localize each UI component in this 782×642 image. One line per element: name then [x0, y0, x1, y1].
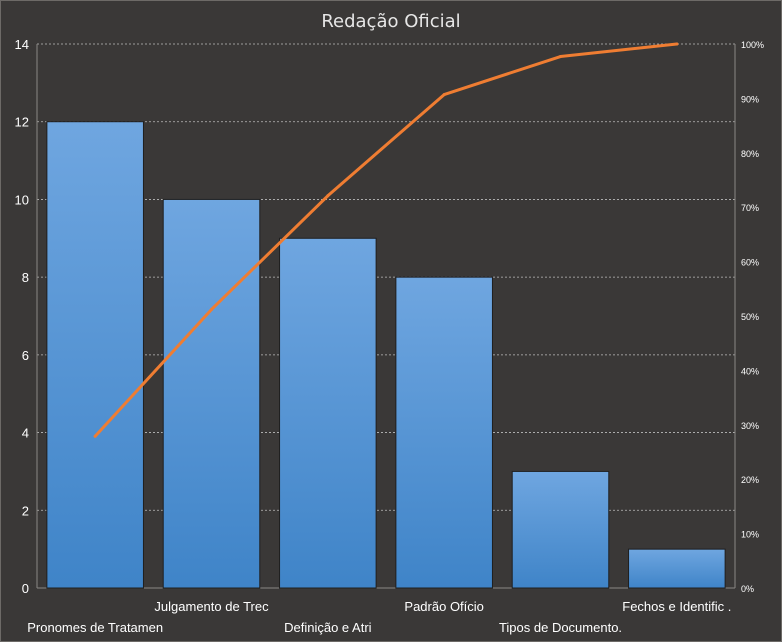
y-tick-label: 6 — [22, 348, 29, 363]
y-axis-right: 0% 10% 20% 30% 40% 50% 60% 70% 80% 90% 100% — [741, 40, 764, 594]
cumulative-point — [675, 42, 679, 46]
y2-tick-label: 40% — [741, 366, 759, 376]
cumulative-line — [93, 42, 679, 438]
y2-tick-label: 60% — [741, 258, 759, 268]
x-tick-label: Fechos e Identific . — [622, 599, 731, 614]
y-tick-label: 2 — [22, 503, 29, 518]
y-tick-label: 8 — [22, 270, 29, 285]
chart-title: Redação Oficial — [321, 11, 460, 32]
cumulative-point — [442, 93, 446, 97]
y-tick-label: 4 — [22, 426, 29, 441]
x-tick-label: Pronomes de Tratamen — [27, 620, 163, 635]
y2-tick-label: 50% — [741, 312, 759, 322]
cumulative-line-path — [93, 42, 679, 438]
x-tick-label: Julgamento de Trec — [154, 599, 269, 614]
bar — [395, 276, 493, 589]
cumulative-point — [210, 307, 213, 311]
bar — [46, 121, 144, 589]
y2-tick-label: 70% — [741, 203, 759, 213]
y2-tick-label: 20% — [741, 475, 759, 485]
x-axis-labels: Pronomes de Tratamen Julgamento de Trec De… — [27, 599, 731, 635]
bar — [162, 198, 261, 589]
gridlines — [36, 43, 736, 589]
x-tick-label: Tipos de Documento. — [499, 620, 622, 635]
y-axis-left: 0 2 4 6 8 10 12 14 — [15, 37, 29, 596]
x-tick-label: Padrão Ofício — [404, 599, 484, 614]
bar — [628, 548, 726, 589]
x-tick-label: Definição e Atri — [284, 620, 372, 635]
y2-tick-label: 30% — [741, 421, 759, 431]
bars — [46, 121, 726, 589]
y2-tick-label: 80% — [741, 149, 759, 159]
y-tick-label: 12 — [15, 115, 29, 130]
y-tick-label: 0 — [22, 581, 29, 596]
cumulative-point — [93, 434, 97, 438]
cumulative-point — [326, 194, 330, 198]
bar — [279, 237, 377, 589]
y2-tick-label: 100% — [741, 40, 764, 50]
y2-tick-label: 10% — [741, 530, 759, 540]
cumulative-point — [559, 55, 562, 59]
bar — [511, 470, 610, 589]
y-tick-label: 10 — [15, 192, 29, 207]
y2-tick-label: 90% — [741, 94, 759, 104]
y-tick-label: 14 — [15, 37, 29, 52]
y2-tick-label: 0% — [741, 584, 754, 594]
